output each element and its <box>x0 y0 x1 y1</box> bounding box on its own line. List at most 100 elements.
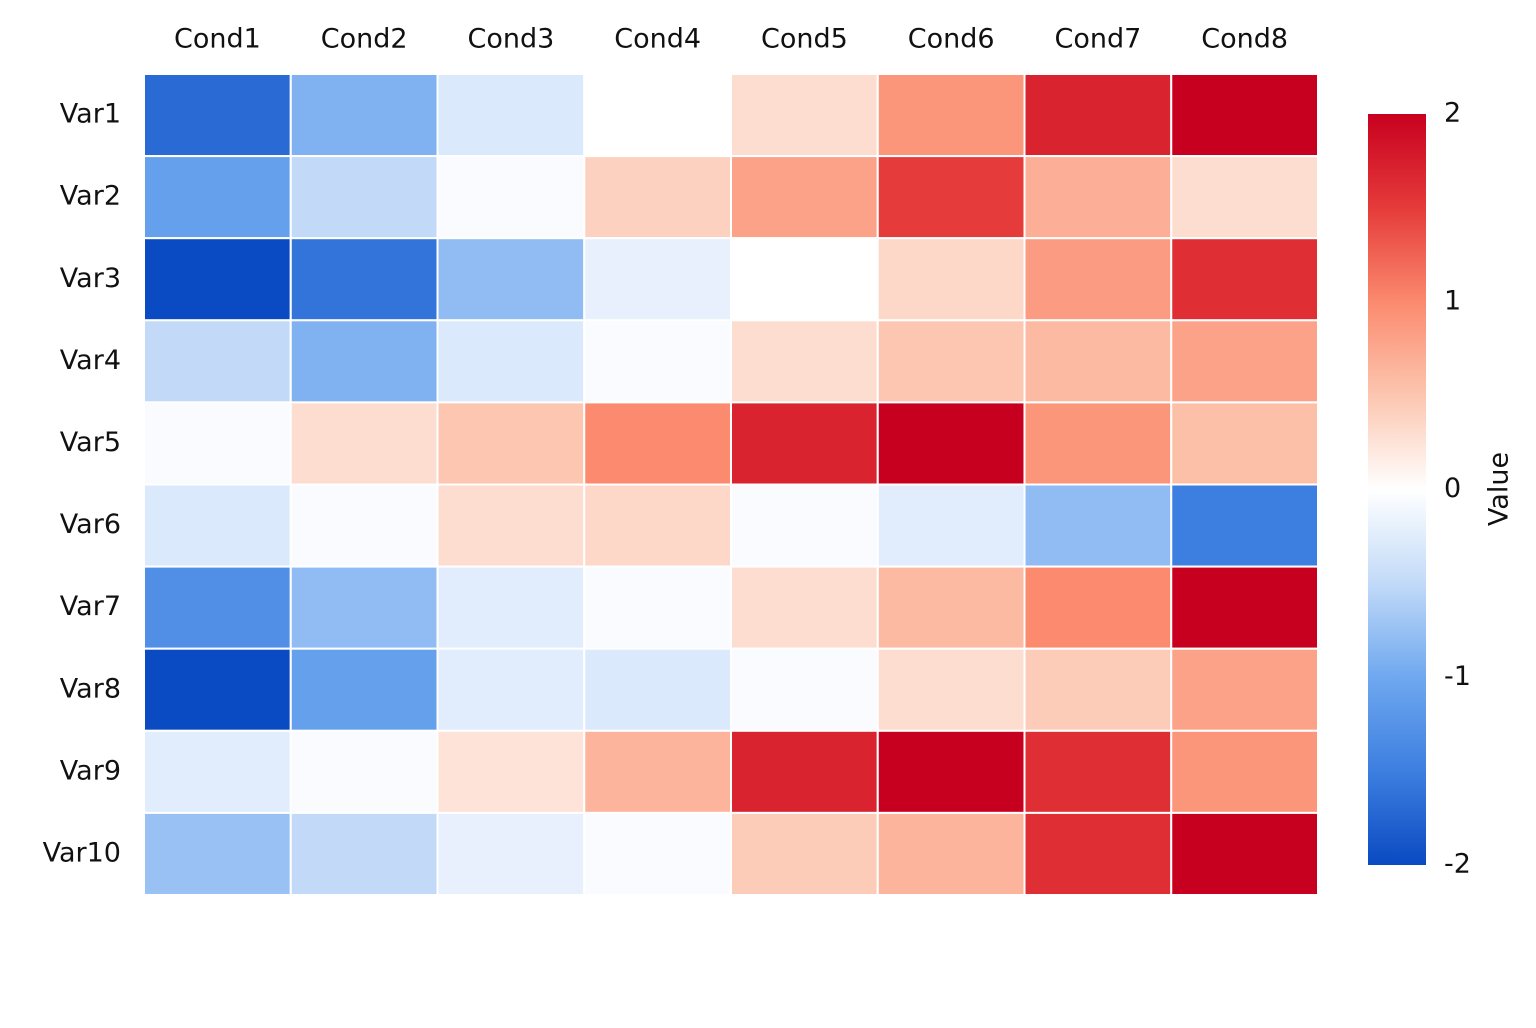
y-tick-label: Var3 <box>60 263 121 294</box>
heatmap-cell <box>730 565 879 650</box>
x-tick-label: Cond7 <box>1054 24 1141 55</box>
heatmap-cell <box>1170 565 1319 650</box>
x-tick-label: Cond6 <box>908 24 995 55</box>
x-tick-label: Cond3 <box>467 24 554 55</box>
heatmap-cell <box>583 565 732 650</box>
heatmap-cell <box>289 729 439 814</box>
heatmap-cell <box>143 237 292 322</box>
heatmap-cell <box>730 483 879 568</box>
heatmap-cell <box>583 647 732 732</box>
heatmap-cell <box>289 647 439 732</box>
y-tick-label: Var10 <box>43 837 121 868</box>
heatmap-cell <box>1170 401 1319 486</box>
heatmap-cell <box>583 729 732 814</box>
heatmap-cell <box>289 237 439 322</box>
heatmap-cell <box>289 73 439 158</box>
heatmap-cell <box>143 729 292 814</box>
heatmap-cell <box>876 565 1026 650</box>
heatmap-cell <box>289 565 439 650</box>
colorbar-tick-label: 2 <box>1444 98 1461 129</box>
heatmap-cell <box>730 319 879 404</box>
heatmap-cell <box>583 811 732 897</box>
x-tick-label: Cond5 <box>761 24 848 55</box>
heatmap-cell <box>1023 73 1173 158</box>
heatmap-cell <box>876 401 1026 486</box>
colorbar-label: Value <box>1484 452 1515 526</box>
colorbar-tick-label: -2 <box>1444 849 1471 880</box>
heatmap-cell <box>143 155 292 240</box>
heatmap-cell <box>436 811 586 897</box>
heatmap-cell <box>1023 483 1173 568</box>
heatmap-cell <box>289 401 439 486</box>
heatmap-cell <box>436 319 586 404</box>
heatmap-cell <box>436 565 586 650</box>
heatmap-cell <box>730 647 879 732</box>
heatmap-cell <box>436 729 586 814</box>
heatmap-cell <box>583 483 732 568</box>
heatmap-cell <box>1023 319 1173 404</box>
heatmap-cell <box>583 319 732 404</box>
heatmap-cell <box>1170 811 1319 897</box>
heatmap-cell <box>143 647 292 732</box>
heatmap-cell <box>1170 237 1319 322</box>
heatmap-cell <box>1170 483 1319 568</box>
y-tick-label: Var7 <box>60 591 121 622</box>
y-tick-label: Var2 <box>60 181 121 212</box>
heatmap-cell <box>876 811 1026 897</box>
heatmap-cell <box>289 155 439 240</box>
heatmap-cell <box>730 401 879 486</box>
x-tick-label: Cond4 <box>614 24 701 55</box>
x-tick-label: Cond8 <box>1201 24 1288 55</box>
heatmap-cell <box>436 237 586 322</box>
heatmap-cell <box>730 155 879 240</box>
heatmap-cell <box>583 73 732 158</box>
y-tick-label: Var9 <box>60 755 121 786</box>
y-tick-label: Var4 <box>60 345 121 376</box>
heatmap-cell <box>1023 647 1173 732</box>
heatmap-cell <box>730 811 879 897</box>
heatmap-cell <box>436 647 586 732</box>
heatmap-cell <box>876 155 1026 240</box>
y-tick-label: Var1 <box>60 99 121 130</box>
heatmap-cell <box>730 73 879 158</box>
heatmap-cell <box>289 319 439 404</box>
heatmap-cell <box>1023 565 1173 650</box>
heatmap-cell <box>1023 811 1173 897</box>
heatmap-cell <box>730 237 879 322</box>
heatmap-cell <box>1023 401 1173 486</box>
heatmap-cell <box>583 401 732 486</box>
heatmap-cell <box>143 483 292 568</box>
heatmap-cell <box>143 319 292 404</box>
heatmap-cell <box>1170 155 1319 240</box>
heatmap-cell <box>1023 729 1173 814</box>
heatmap-cell <box>1170 319 1319 404</box>
colorbar-tick-label: 1 <box>1444 285 1461 316</box>
heatmap-cell <box>436 401 586 486</box>
heatmap-cell <box>876 319 1026 404</box>
heatmap-cell <box>143 401 292 486</box>
heatmap-cell <box>143 565 292 650</box>
colorbar <box>1368 114 1426 865</box>
heatmap-cell <box>143 73 292 158</box>
heatmap-cell <box>289 483 439 568</box>
heatmap-cell <box>876 729 1026 814</box>
heatmap-cell <box>436 155 586 240</box>
heatmap-cell <box>876 647 1026 732</box>
x-tick-label: Cond1 <box>174 24 261 55</box>
y-tick-label: Var8 <box>60 673 121 704</box>
heatmap-cell <box>730 729 879 814</box>
y-tick-label: Var5 <box>60 427 121 458</box>
heatmap-cell <box>1170 73 1319 158</box>
y-tick-label: Var6 <box>60 509 121 540</box>
heatmap-cell <box>876 483 1026 568</box>
heatmap-cell <box>1170 647 1319 732</box>
heatmap-cell <box>876 73 1026 158</box>
heatmap-cell <box>289 811 439 897</box>
x-tick-label: Cond2 <box>321 24 408 55</box>
heatmap-cell <box>1170 729 1319 814</box>
heatmap-cell <box>436 73 586 158</box>
heatmap-cell <box>583 237 732 322</box>
heatmap-cell <box>876 237 1026 322</box>
colorbar-tick-label: -1 <box>1444 661 1471 692</box>
colorbar-tick-label: 0 <box>1444 473 1461 504</box>
